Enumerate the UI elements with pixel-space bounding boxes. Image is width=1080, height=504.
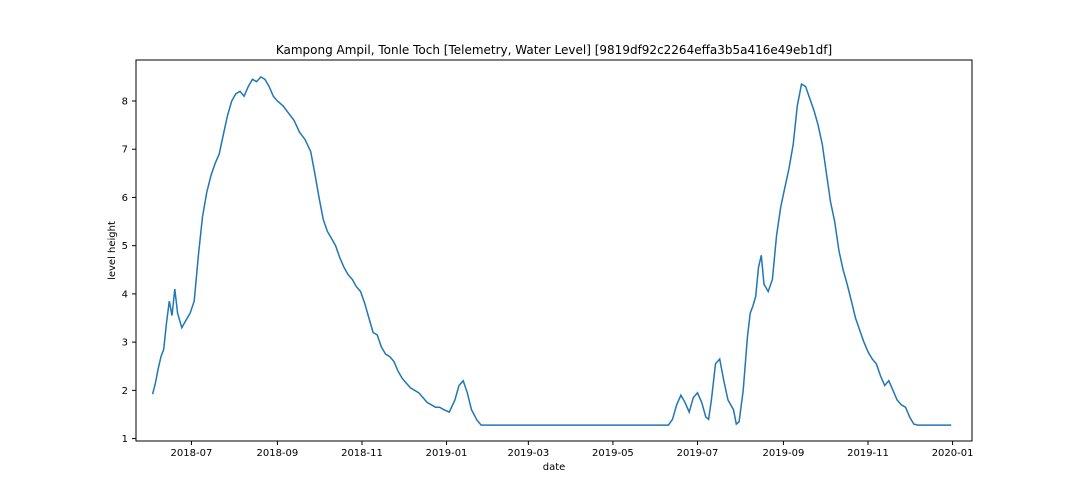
y-tick-label: 6 [122,193,128,204]
x-axis-label: date [543,462,566,473]
water-level-line [151,75,952,426]
x-tick-label: 2019-01 [426,448,468,459]
x-tick-label: 2018-07 [171,448,213,459]
x-tick-label: 2020-01 [932,448,974,459]
y-tick-label: 7 [122,145,128,156]
chart-title: Kampong Ampil, Tonle Toch [Telemetry, Wa… [276,43,832,57]
plot-frame [135,59,973,442]
x-tick-label: 2019-03 [507,448,549,459]
y-axis-label: level height [107,221,118,280]
x-axis: 2018-07 2018-09 2018-11 2019-01 2019-03 2019-… [171,441,974,459]
x-tick-label: 2019-11 [847,448,889,459]
x-tick-label: 2018-09 [257,448,299,459]
y-tick-label: 2 [122,386,128,397]
x-tick-label: 2019-05 [592,448,634,459]
y-tick-label: 4 [122,289,128,300]
x-tick-label: 2019-07 [677,448,719,459]
plot-area [135,59,973,442]
x-tick-label: 2018-11 [341,448,383,459]
x-tick-label: 2019-09 [763,448,805,459]
y-tick-label: 5 [122,241,128,252]
y-axis: 1 2 3 4 5 6 7 8 [122,96,136,445]
y-tick-label: 1 [122,434,128,445]
y-tick-label: 8 [122,96,128,107]
y-tick-label: 3 [122,338,128,349]
